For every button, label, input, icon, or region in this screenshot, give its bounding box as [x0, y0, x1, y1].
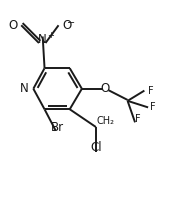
Text: N: N: [20, 82, 29, 95]
Text: O: O: [62, 19, 71, 32]
Text: F: F: [135, 114, 141, 124]
Text: O: O: [8, 19, 17, 32]
Text: CH₂: CH₂: [97, 116, 115, 126]
Text: Br: Br: [51, 121, 64, 134]
Text: +: +: [47, 31, 54, 40]
Text: N: N: [38, 33, 47, 46]
Text: Cl: Cl: [90, 141, 102, 154]
Text: −: −: [67, 18, 75, 29]
Text: F: F: [150, 102, 156, 112]
Text: O: O: [101, 82, 110, 95]
Text: F: F: [148, 86, 154, 96]
